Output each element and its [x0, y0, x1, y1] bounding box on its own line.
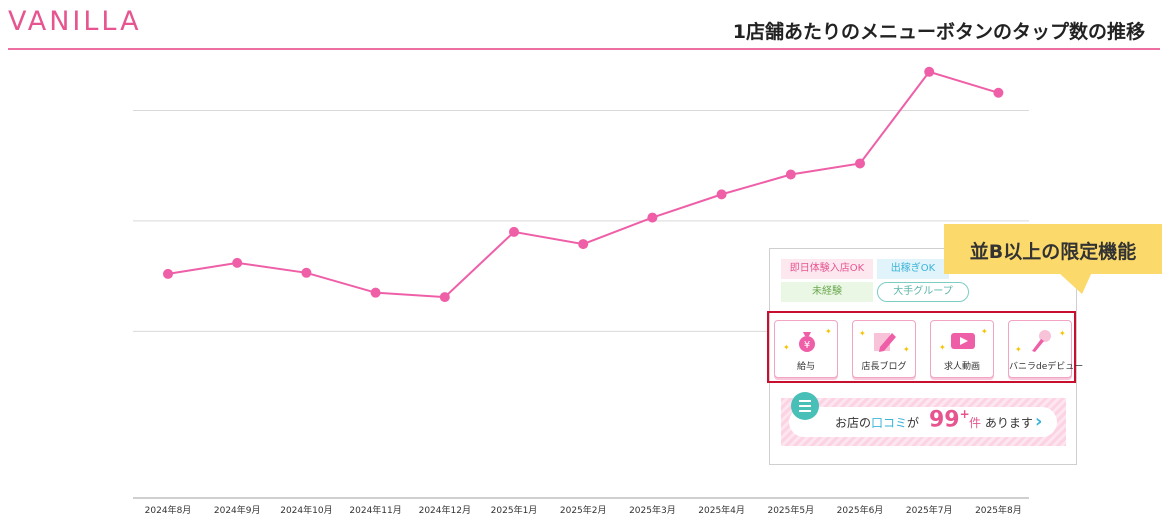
review-pill[interactable]: お店の口コミが 99+ 件 あります ›	[789, 407, 1057, 437]
menu-label-vanilla-debut: バニラdeデビュー	[1009, 362, 1084, 372]
data-point	[232, 257, 243, 268]
header-divider	[8, 48, 1160, 50]
data-point	[647, 212, 658, 223]
x-tick-label: 2024年9月	[214, 504, 261, 516]
tag-inexperienced: 未経験	[781, 282, 873, 302]
x-tick-label: 2025年7月	[906, 504, 953, 516]
callout-banner: 並B以上の限定機能	[944, 224, 1162, 274]
x-tick-label: 2025年8月	[975, 504, 1022, 516]
list-icon	[791, 392, 819, 420]
menu-button-job-video[interactable]: ✦ ✦ 求人動画	[930, 320, 994, 378]
menu-label-salary: 給与	[796, 362, 815, 372]
review-text: お店の口コミが	[835, 416, 920, 430]
microphone-icon	[1032, 330, 1051, 352]
tag-dekasegi: 出稼ぎOK	[877, 259, 949, 279]
x-tick-label: 2024年8月	[145, 504, 192, 516]
data-point	[439, 292, 450, 303]
x-tick-label: 2025年2月	[560, 504, 607, 516]
menu-button-vanilla-debut[interactable]: ✦ ✦ バニラdeデビュー	[1008, 320, 1084, 378]
callout-text: 並B以上の限定機能	[969, 241, 1137, 263]
tag-same-day-trial: 即日体験入店OK	[781, 259, 873, 279]
x-tick-label: 2024年12月	[419, 504, 471, 516]
data-point	[163, 268, 173, 279]
menu-button-salary[interactable]: ¥ ✦ ✦ 給与	[774, 320, 838, 378]
x-tick-label: 2025年6月	[837, 504, 884, 516]
x-tick-label: 2024年10月	[280, 504, 332, 516]
data-point	[509, 226, 519, 237]
data-point	[993, 87, 1004, 98]
menu-buttons-highlight: ¥ ✦ ✦ 給与 ✦ ✦ 店長ブログ ✦ ✦ 求人動画 ✦ ✦ バニラdeデビュー	[767, 311, 1084, 383]
x-tick-label: 2025年1月	[491, 504, 538, 516]
page-title: 1店舗あたりのメニューボタンのタップ数の推移	[732, 21, 1145, 43]
data-point	[716, 189, 727, 200]
pencil-icon	[874, 333, 896, 352]
x-tick-label: 2025年3月	[629, 504, 676, 516]
data-point	[855, 158, 865, 169]
callout-pointer	[1058, 272, 1092, 294]
menu-label-job-video: 求人動画	[943, 362, 980, 372]
chevron-right-icon: ›	[1035, 411, 1043, 432]
tag-major-group[interactable]: 大手グループ	[877, 282, 969, 302]
x-tick-label: 2025年4月	[698, 504, 745, 516]
x-tick-label: 2024年11月	[349, 504, 401, 516]
money-bag-icon: ¥	[799, 332, 815, 352]
video-play-icon	[951, 333, 975, 349]
data-point	[578, 239, 589, 250]
menu-button-manager-blog[interactable]: ✦ ✦ 店長ブログ	[852, 320, 916, 378]
menu-label-manager-blog: 店長ブログ	[861, 362, 907, 372]
review-banner[interactable]: お店の口コミが 99+ 件 あります ›	[781, 398, 1066, 446]
data-point	[785, 169, 796, 180]
data-point	[301, 267, 312, 278]
data-point	[370, 287, 381, 298]
data-point	[924, 66, 935, 77]
svg-text:¥: ¥	[804, 340, 810, 351]
review-suffix: 件 あります	[969, 416, 1033, 430]
x-tick-label: 2025年5月	[767, 504, 814, 516]
vanilla-logo: VANILLA	[8, 6, 142, 37]
review-count: 99+	[929, 407, 970, 433]
